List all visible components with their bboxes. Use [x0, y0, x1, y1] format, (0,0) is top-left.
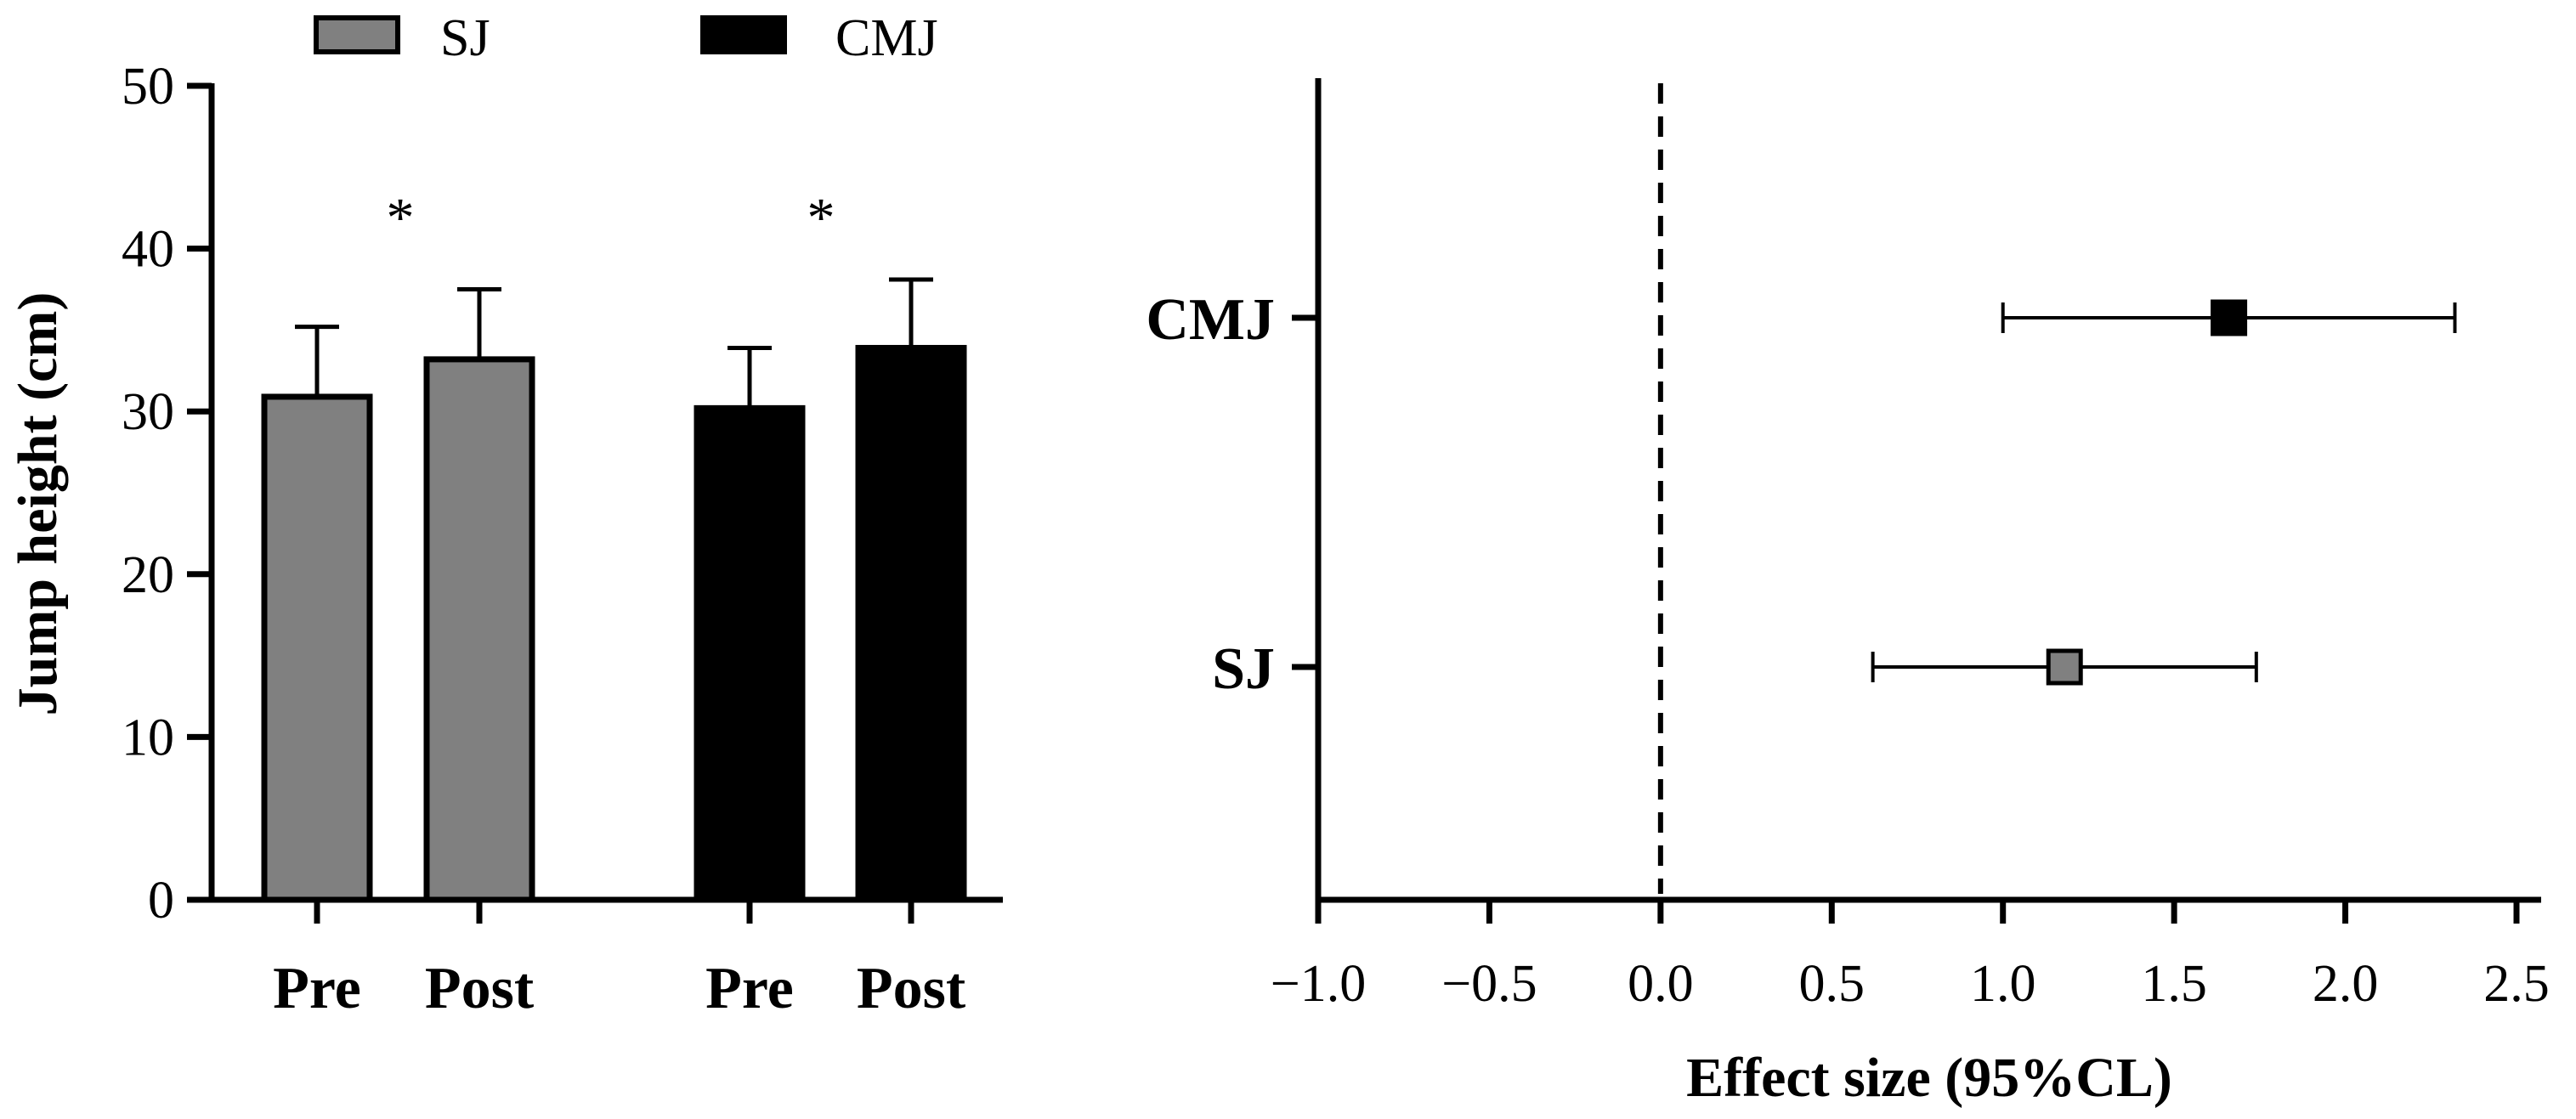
legend-label-sj: SJ: [440, 9, 490, 67]
legend-label-cmj: CMJ: [835, 9, 938, 67]
x-tick-labels: Pre Post Pre Post: [273, 900, 965, 1021]
y-tick-label: 30: [122, 383, 174, 441]
legend-swatch-cmj: [700, 15, 787, 54]
forest-x-tick-label: 0.5: [1799, 955, 1865, 1013]
forest-x-tick-label: 2.5: [2483, 955, 2550, 1013]
forest-y-tick-label-sj: SJ: [1212, 636, 1275, 702]
x-tick-label: Post: [425, 956, 534, 1021]
bar-sj-pre: [261, 393, 373, 903]
y-axis-label: Jump height (cm): [7, 292, 69, 716]
y-tick-label: 50: [122, 58, 174, 116]
y-tick-label: 0: [148, 872, 174, 930]
y-ticks: 0 10 20 30 40 50: [122, 58, 212, 930]
legend-swatch-sj: [314, 15, 400, 54]
forest-y-tick-label-cmj: CMJ: [1146, 287, 1275, 353]
forest-x-tick-label: −1.0: [1271, 955, 1366, 1013]
forest-rows: CMJ SJ: [1146, 287, 2457, 702]
forest-x-ticks: −1.0 −0.5 0.0 0.5 1.0 1.5 2.0 2.5: [1271, 900, 2550, 1013]
legend: SJ CMJ: [314, 9, 938, 67]
point-estimate-cmj: [2211, 299, 2248, 336]
bar-cmj-pre: [694, 404, 806, 903]
effect-size-forest-plot: −1.0 −0.5 0.0 0.5 1.0 1.5 2.0 2.5 CMJ SJ Effect …: [1146, 78, 2550, 1109]
y-tick-label: 10: [122, 709, 174, 766]
bar-cmj-post: [855, 344, 967, 903]
x-tick-label: Pre: [705, 956, 794, 1021]
x-tick-label: Post: [857, 956, 965, 1021]
bar-sj-post: [423, 356, 535, 903]
significance-marker-cmj: *: [807, 187, 835, 249]
forest-x-axis-label: Effect size (95%CL): [1686, 1047, 2172, 1109]
bars: * *: [261, 187, 967, 903]
y-tick-label: 20: [122, 546, 174, 604]
forest-x-tick-label: 1.5: [2141, 955, 2207, 1013]
point-estimate-sj: [2046, 648, 2083, 686]
significance-marker-sj: *: [387, 187, 415, 249]
forest-x-tick-label: −0.5: [1441, 955, 1537, 1013]
forest-x-tick-label: 2.0: [2313, 955, 2379, 1013]
forest-x-tick-label: 0.0: [1628, 955, 1694, 1013]
x-tick-label: Pre: [273, 956, 361, 1021]
forest-x-tick-label: 1.0: [1970, 955, 2036, 1013]
y-tick-label: 40: [122, 221, 174, 279]
